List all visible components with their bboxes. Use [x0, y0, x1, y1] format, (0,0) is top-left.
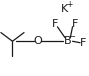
- Text: K: K: [60, 4, 68, 14]
- Text: F: F: [80, 38, 86, 48]
- Text: O: O: [33, 36, 42, 46]
- Text: +: +: [66, 0, 72, 9]
- Text: B: B: [64, 36, 71, 46]
- Text: −: −: [70, 34, 75, 40]
- Text: F: F: [52, 19, 58, 29]
- Text: F: F: [72, 19, 78, 29]
